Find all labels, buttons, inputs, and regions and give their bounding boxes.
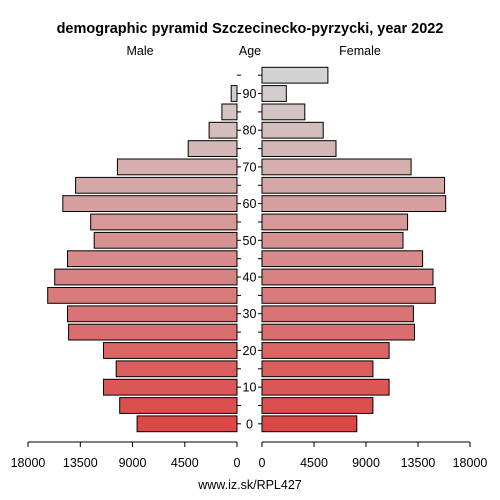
female-x-tick-label: 18000 (453, 456, 488, 470)
female-bar (261, 231, 404, 249)
male-bar (115, 360, 238, 378)
age-tick-label: 70 (243, 160, 257, 174)
age-tick-label: 90 (243, 87, 257, 101)
age-tick-label: 50 (243, 234, 257, 248)
age-tick-label: 80 (243, 124, 257, 138)
male-bar (136, 415, 238, 433)
female-bar (261, 268, 434, 286)
male-bar (67, 305, 238, 323)
female-bar (261, 378, 390, 396)
female-x-tick-label: 13500 (401, 456, 436, 470)
male-bar (103, 342, 238, 359)
female-bar (261, 305, 414, 323)
female-bar (261, 66, 329, 84)
female-bar (261, 287, 436, 304)
female-bar (261, 195, 447, 212)
male-bar (62, 195, 238, 212)
male-bar (93, 231, 238, 249)
male-bar (221, 103, 238, 121)
male-bar (230, 85, 238, 102)
age-tick-label: 0 (246, 417, 253, 431)
axes-group: 0 10 20 30 40 50 60 70 80 90 18000 13500 9000 4500 0 0 4… (11, 74, 488, 470)
male-bar (119, 397, 238, 414)
female-bar (261, 213, 409, 231)
female-bar (261, 176, 446, 194)
male-bar (116, 158, 238, 176)
female-x-tick-label: 4500 (300, 456, 328, 470)
male-bar (67, 250, 238, 268)
female-bar (261, 158, 412, 176)
age-tick-label: 60 (243, 197, 257, 211)
female-bar (261, 140, 337, 157)
male-x-tick-label: 9000 (119, 456, 147, 470)
male-bar (103, 378, 238, 396)
male-x-tick-label: 13500 (63, 456, 98, 470)
chart-title: demographic pyramid Szczecinecko-pyrzyck… (57, 21, 444, 37)
male-bar (208, 121, 238, 139)
female-x-tick-label: 0 (259, 456, 266, 470)
female-bar (261, 397, 374, 414)
bars-group (47, 66, 447, 433)
age-tick-label: 30 (243, 307, 257, 321)
male-x-tick-label: 4500 (171, 456, 199, 470)
male-bar (54, 268, 238, 286)
age-tick-label: 20 (243, 344, 257, 358)
female-bar (261, 121, 324, 139)
age-tick-label: 40 (243, 271, 257, 285)
female-bar (261, 323, 415, 341)
male-x-tick-label: 0 (234, 456, 241, 470)
female-header: Female (339, 44, 381, 58)
age-tick-label: 10 (243, 381, 257, 395)
female-bar (261, 85, 287, 102)
female-x-tick-label: 9000 (352, 456, 380, 470)
female-bar (261, 360, 374, 378)
female-bar (261, 342, 390, 359)
female-bar (261, 250, 424, 268)
male-bar (75, 176, 238, 194)
male-bar (68, 323, 238, 341)
male-bar (47, 287, 238, 304)
male-header: Male (126, 44, 153, 58)
female-bar (261, 103, 306, 121)
age-header: Age (239, 44, 261, 58)
male-bar (187, 140, 238, 157)
male-x-tick-label: 18000 (11, 456, 46, 470)
female-bar (261, 415, 358, 433)
male-bar (90, 213, 238, 231)
source-label: www.iz.sk/RPL427 (197, 478, 302, 492)
